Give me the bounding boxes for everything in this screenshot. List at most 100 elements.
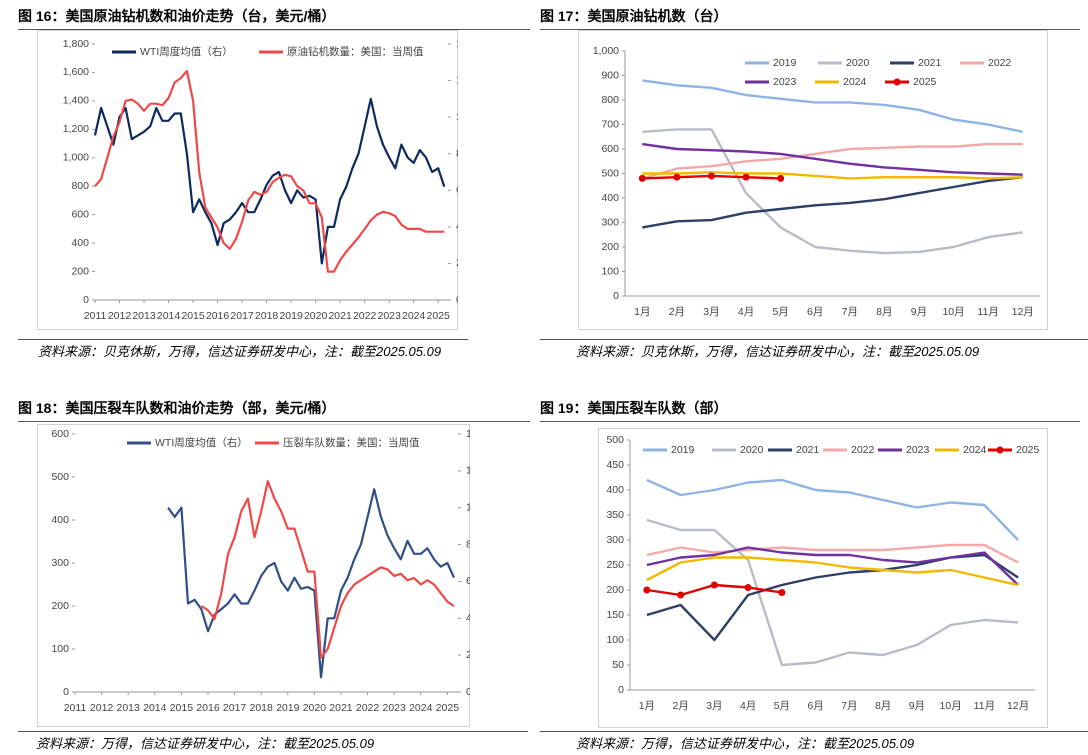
source-note: 资料来源：贝克休斯，万得，信达证券研发中心，注：截至2025.05.09 — [18, 339, 468, 361]
y2-tick-label: 40 — [466, 612, 470, 624]
chart: 1月 2月 3月 4月 5月 6月 7月 8月 9月 10月 11月 12月 0 50 100 150 200 2… — [598, 428, 1048, 728]
x-tick-label: 2024 — [409, 702, 433, 714]
x-tick-label: 2019 — [276, 702, 300, 714]
y-tick-label: 450 — [606, 459, 624, 471]
x-tick-label: 2011 — [84, 310, 107, 322]
x-tick-label: 3月 — [703, 306, 719, 318]
x-tick-label: 2019 — [279, 310, 303, 322]
y-tick-label: 400 — [71, 237, 89, 249]
y-tick-label: 800 — [71, 180, 89, 192]
y-tick-label: 0 — [618, 684, 624, 696]
y2-tick-label: 100 — [466, 501, 470, 513]
x-tick-label: 9月 — [909, 700, 925, 712]
chart-frame — [37, 30, 458, 330]
source-note: 资料来源：万得，信达证券研发中心，注：截至2025.05.09 — [540, 731, 1088, 753]
series-marker — [710, 581, 718, 589]
figure-title: 图 19：美国压裂车队数（部） — [540, 398, 1080, 422]
y2-tick-label: 140 — [456, 38, 458, 50]
x-tick-label: 2013 — [117, 702, 141, 714]
y2-tick-label: 60 — [466, 575, 470, 587]
y-tick-label: 600 — [51, 428, 69, 440]
legend-label: 2019 — [773, 57, 797, 69]
x-tick-label: 8月 — [876, 306, 892, 318]
x-tick-label: 2022 — [353, 310, 377, 322]
series-marker — [673, 173, 681, 181]
figure-title: 图 18：美国压裂车队数和油价走势（部，美元/桶） — [18, 398, 530, 422]
series-line — [641, 142, 1023, 180]
y-tick-label: 150 — [606, 609, 624, 621]
x-tick-label: 12月 — [1012, 306, 1034, 318]
x-tick-label: 2017 — [230, 310, 254, 322]
y2-tick-label: 100 — [456, 111, 458, 123]
series-line — [642, 176, 1023, 229]
series-line — [646, 543, 1019, 564]
y2-tick-label: 120 — [456, 74, 458, 86]
x-tick-label: 2011 — [64, 702, 87, 714]
x-tick-label: 6月 — [807, 306, 823, 318]
legend-label: 2020 — [740, 444, 764, 456]
figure-title: 图 17：美国原油钻机数（台） — [540, 6, 1080, 30]
x-tick-label: 2025 — [427, 310, 451, 322]
series-marker — [742, 173, 750, 181]
legend-label: 2022 — [851, 444, 875, 456]
x-tick-label: 2017 — [223, 702, 247, 714]
legend-label: 2021 — [918, 57, 942, 69]
x-tick-label: 2012 — [90, 702, 114, 714]
y-tick-label: 250 — [606, 559, 624, 571]
y-tick-label: 900 — [601, 69, 619, 81]
y-tick-label: 200 — [606, 584, 624, 596]
y-tick-label: 1,000 — [593, 45, 619, 57]
y-tick-label: 1,200 — [63, 123, 89, 135]
y-tick-label: 1,800 — [63, 38, 89, 50]
x-tick-label: 5月 — [772, 306, 788, 318]
series-line — [642, 79, 1023, 133]
y-tick-label: 1,400 — [63, 95, 89, 107]
legend-label: 原油钻机数量：美国：当周值 — [287, 45, 424, 58]
x-tick-label: 9月 — [911, 306, 927, 318]
source-note: 资料来源：贝克休斯，万得，信达证券研发中心，注：截至2025.05.09 — [540, 339, 1088, 361]
x-tick-label: 2021 — [329, 702, 353, 714]
x-tick-label: 12月 — [1007, 700, 1029, 712]
series-line — [646, 546, 1019, 586]
legend-label: 2020 — [846, 57, 870, 69]
x-tick-label: 2021 — [328, 310, 352, 322]
y-tick-label: 100 — [606, 634, 624, 646]
x-tick-label: 10月 — [942, 306, 964, 318]
y-tick-label: 300 — [606, 534, 624, 546]
y-tick-label: 300 — [51, 557, 69, 569]
y2-tick-label: 0 — [456, 294, 458, 306]
y-tick-label: 1,000 — [63, 152, 89, 164]
series-marker — [778, 589, 786, 596]
x-tick-label: 2024 — [402, 310, 426, 322]
x-tick-label: 2022 — [356, 702, 380, 714]
y2-tick-label: 140 — [466, 428, 470, 440]
x-tick-label: 2月 — [672, 700, 688, 712]
x-tick-label: 6月 — [807, 700, 823, 712]
y2-tick-label: 20 — [456, 257, 458, 269]
series-line — [646, 518, 1019, 667]
chart: 2011 2012 2013 2014 2015 2016 2017 2018 2019 2020… — [37, 424, 470, 727]
y-tick-label: 800 — [601, 94, 619, 106]
legend-label: 2024 — [843, 76, 867, 88]
y2-tick-label: 40 — [456, 221, 458, 233]
figure-title: 图 16：美国原油钻机数和油价走势（台，美元/桶） — [18, 6, 530, 30]
legend-label: 2025 — [1016, 444, 1040, 456]
legend-label: 2025 — [913, 76, 937, 88]
y-tick-label: 100 — [51, 643, 69, 655]
series-marker — [638, 174, 646, 182]
series-marker — [643, 586, 651, 594]
y-tick-label: 200 — [71, 265, 89, 277]
series-marker — [677, 591, 685, 599]
x-tick-label: 2014 — [157, 310, 181, 322]
series-line — [642, 128, 1023, 255]
y-tick-label: 50 — [612, 659, 624, 671]
legend-label: 压裂车队数量：美国：当周值 — [283, 436, 420, 449]
x-tick-label: 2016 — [206, 310, 230, 322]
x-tick-label: 7月 — [842, 306, 858, 318]
y-tick-label: 0 — [613, 290, 619, 302]
y2-tick-label: 80 — [466, 538, 470, 550]
x-tick-label: 11月 — [977, 306, 998, 318]
y-tick-label: 200 — [51, 600, 69, 612]
chart-frame — [578, 30, 1048, 330]
x-tick-label: 1月 — [634, 306, 650, 318]
